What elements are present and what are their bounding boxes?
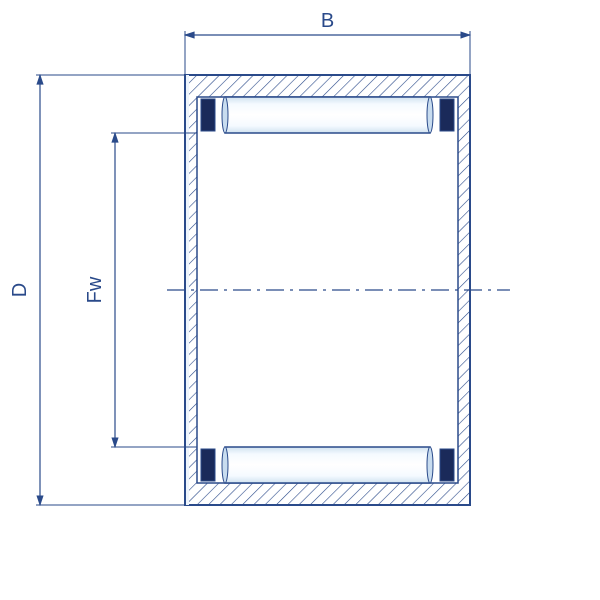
roller-top xyxy=(225,97,430,133)
roller-top-cage-left xyxy=(201,99,215,131)
roller-bottom-cage-left xyxy=(201,449,215,481)
roller-bottom xyxy=(225,447,430,483)
dim-Fw-label: Fw xyxy=(84,276,106,303)
roller-top-cage-right xyxy=(440,99,454,131)
bearing-cross-section: B D Fw xyxy=(0,0,600,600)
dim-B-label: B xyxy=(321,10,334,32)
roller-bottom-cage-right xyxy=(440,449,454,481)
dim-D-label: D xyxy=(9,283,31,297)
